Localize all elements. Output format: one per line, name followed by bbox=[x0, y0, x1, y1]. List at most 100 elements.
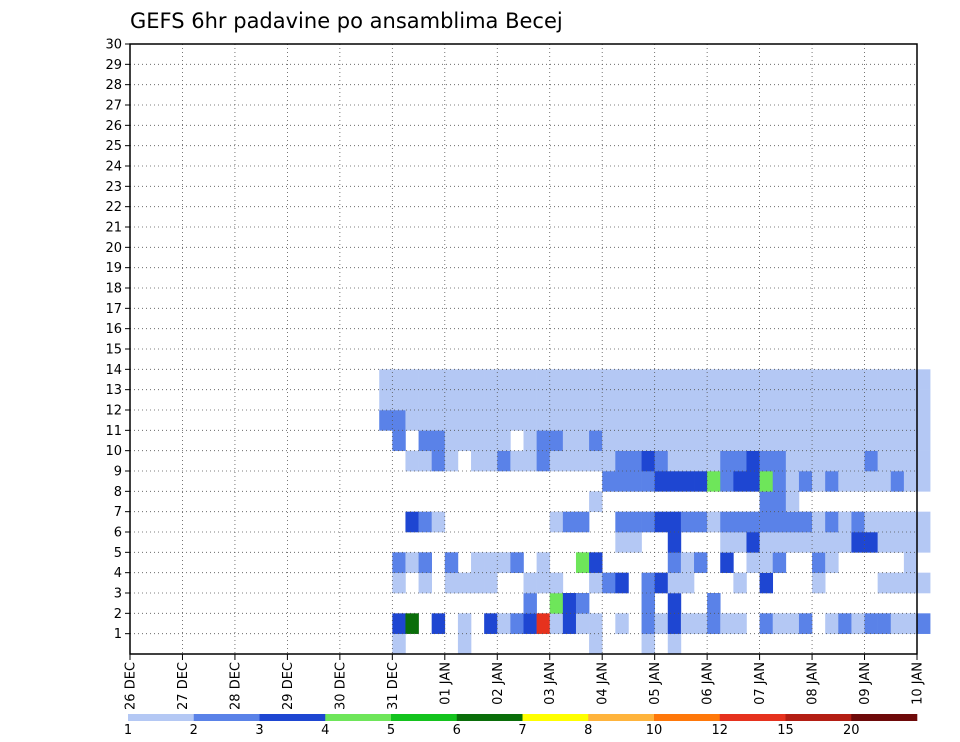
heatmap-cell bbox=[707, 471, 721, 492]
heatmap-cell bbox=[759, 613, 774, 634]
heatmap-cell bbox=[562, 593, 577, 614]
heatmap-cell bbox=[890, 450, 905, 472]
colorbar-swatch bbox=[325, 714, 392, 721]
heatmap-cell bbox=[864, 410, 878, 431]
heatmap-cell bbox=[641, 410, 655, 431]
y-tick-label: 4 bbox=[114, 566, 122, 581]
heatmap-cell bbox=[917, 532, 931, 553]
heatmap-cell bbox=[510, 552, 524, 573]
heatmap-cell bbox=[851, 532, 865, 553]
heatmap-cell bbox=[615, 430, 629, 451]
heatmap-cell bbox=[864, 369, 878, 390]
heatmap-cell bbox=[562, 369, 577, 390]
heatmap-cell bbox=[641, 450, 655, 472]
heatmap-cell bbox=[890, 572, 905, 594]
heatmap-cell bbox=[484, 613, 498, 634]
heatmap-cell bbox=[746, 430, 760, 451]
heatmap-cell bbox=[903, 450, 918, 472]
heatmap-cell bbox=[864, 511, 878, 533]
heatmap-cell bbox=[864, 389, 878, 411]
heatmap-cell bbox=[497, 369, 511, 390]
heatmap-cell bbox=[589, 410, 603, 431]
heatmap-cell bbox=[628, 369, 642, 390]
heatmap-cell bbox=[680, 552, 695, 573]
heatmap-cell bbox=[772, 511, 787, 533]
heatmap-cell bbox=[641, 633, 655, 655]
heatmap-cell bbox=[707, 613, 721, 634]
heatmap-cell bbox=[392, 552, 406, 573]
heatmap-cell bbox=[418, 450, 432, 472]
heatmap-cell bbox=[562, 389, 577, 411]
heatmap-cell bbox=[812, 410, 826, 431]
heatmap-cell bbox=[405, 552, 419, 573]
heatmap-cell bbox=[707, 410, 721, 431]
heatmap-cell bbox=[903, 532, 918, 553]
heatmap-cell bbox=[785, 532, 800, 553]
heatmap-cell bbox=[405, 613, 419, 634]
heatmap-cell bbox=[549, 410, 564, 431]
heatmap-cell bbox=[392, 633, 406, 655]
heatmap-cell bbox=[759, 369, 774, 390]
heatmap-cell bbox=[746, 532, 760, 553]
y-tick-label: 17 bbox=[105, 302, 122, 317]
heatmap-cell bbox=[654, 471, 669, 492]
heatmap-cell bbox=[798, 410, 813, 431]
heatmap-cell bbox=[523, 389, 537, 411]
heatmap-cell bbox=[562, 450, 577, 472]
y-tick-label: 8 bbox=[114, 485, 122, 500]
heatmap-cell bbox=[654, 572, 669, 594]
heatmap-cell bbox=[615, 369, 629, 390]
heatmap-cell bbox=[680, 410, 695, 431]
heatmap-cell bbox=[851, 511, 865, 533]
heatmap-cell bbox=[641, 471, 655, 492]
colorbar-label: 3 bbox=[255, 723, 263, 738]
heatmap-cell bbox=[785, 430, 800, 451]
colorbar-label: 8 bbox=[584, 723, 592, 738]
heatmap-cell bbox=[785, 389, 800, 411]
x-tick-label: 06 JAN bbox=[701, 662, 716, 705]
heatmap-cell bbox=[746, 369, 760, 390]
heatmap-cell bbox=[720, 389, 734, 411]
heatmap-cell bbox=[667, 633, 682, 655]
heatmap-cell bbox=[549, 511, 564, 533]
colorbar-label: 20 bbox=[843, 723, 860, 738]
heatmap-cell bbox=[680, 369, 695, 390]
heatmap-cell bbox=[812, 430, 826, 451]
heatmap-cell bbox=[589, 613, 603, 634]
colorbar-label: 12 bbox=[712, 723, 729, 738]
heatmap-cell bbox=[733, 389, 747, 411]
heatmap-cell bbox=[392, 430, 406, 451]
heatmap-cell bbox=[733, 450, 747, 472]
heatmap-cell bbox=[720, 410, 734, 431]
heatmap-cell bbox=[628, 450, 642, 472]
heatmap-cell bbox=[680, 613, 695, 634]
heatmap-cell bbox=[746, 552, 760, 573]
heatmap-cell bbox=[772, 369, 787, 390]
heatmap-cell bbox=[667, 430, 682, 451]
heatmap-cell bbox=[917, 450, 931, 472]
heatmap-cell bbox=[903, 471, 918, 492]
heatmap-cell bbox=[484, 369, 498, 390]
heatmap-cell bbox=[536, 389, 551, 411]
heatmap-cell bbox=[562, 613, 577, 634]
colorbar-swatch bbox=[128, 714, 195, 721]
heatmap-cell bbox=[825, 471, 839, 492]
heatmap-cells bbox=[379, 369, 931, 655]
heatmap-cell bbox=[785, 613, 800, 634]
x-tick-label: 01 JAN bbox=[438, 662, 453, 705]
y-tick-label: 20 bbox=[105, 241, 122, 256]
y-tick-label: 18 bbox=[105, 282, 122, 297]
y-tick-label: 9 bbox=[114, 465, 122, 480]
heatmap-cell bbox=[785, 491, 800, 512]
colorbar-swatch bbox=[522, 714, 589, 721]
heatmap-cell bbox=[484, 430, 498, 451]
heatmap-cell bbox=[654, 369, 669, 390]
heatmap-cell bbox=[457, 369, 472, 390]
heatmap-cell bbox=[903, 511, 918, 533]
heatmap-cell bbox=[431, 369, 446, 390]
heatmap-cell bbox=[444, 552, 459, 573]
heatmap-cell bbox=[812, 511, 826, 533]
heatmap-cell bbox=[838, 389, 852, 411]
heatmap-cell bbox=[772, 613, 787, 634]
heatmap-cell bbox=[798, 430, 813, 451]
